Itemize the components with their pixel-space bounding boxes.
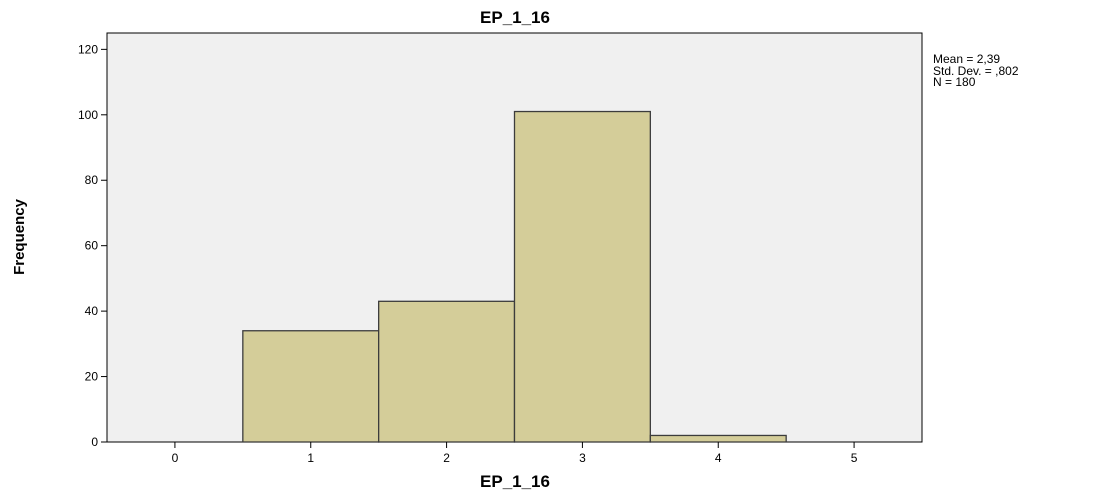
histogram-bar	[649, 434, 787, 443]
stat-std-dev: Std. Dev. = ,802	[933, 64, 1019, 78]
bars-layer	[242, 110, 787, 443]
x-tick-label: 5	[851, 451, 858, 465]
stats-box: Mean = 2,39 Std. Dev. = ,802 N = 180	[933, 52, 1019, 89]
x-tick-label: 4	[715, 451, 722, 465]
y-tick-label: 20	[85, 370, 99, 384]
histogram-bar	[242, 330, 380, 443]
y-tick-label: 40	[85, 304, 99, 318]
y-tick-label: 120	[78, 42, 98, 56]
x-tick-label: 0	[172, 451, 179, 465]
x-tick-label: 2	[443, 451, 450, 465]
x-tick-label: 3	[579, 451, 586, 465]
x-tick-label: 1	[307, 451, 314, 465]
chart-title: EP_1_16	[480, 8, 550, 27]
y-tick-label: 100	[78, 108, 98, 122]
y-axis-title: Frequency	[11, 198, 28, 275]
x-axis-title: EP_1_16	[480, 472, 550, 491]
stat-mean: Mean = 2,39	[933, 52, 1000, 66]
y-tick-label: 80	[85, 173, 99, 187]
histogram-bar	[378, 300, 516, 443]
y-tick-label: 60	[85, 239, 99, 253]
stat-n: N = 180	[933, 75, 976, 89]
histogram-bar	[513, 110, 651, 443]
y-tick-label: 0	[91, 435, 98, 449]
axes-layer: 0 20 40 60 80 100 120 0 1 2 3 4 5	[78, 42, 858, 465]
